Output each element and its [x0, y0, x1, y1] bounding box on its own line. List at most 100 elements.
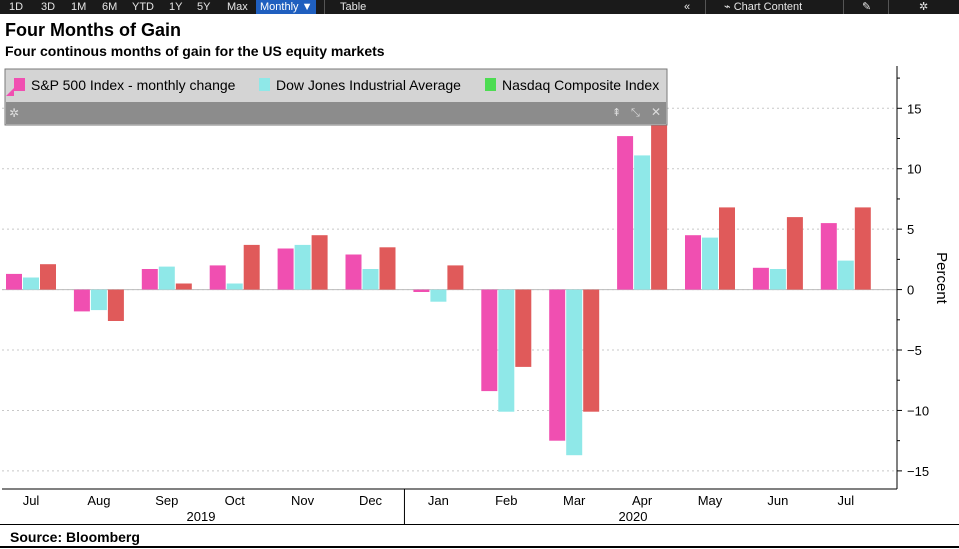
x-tick-label: Jan [428, 493, 449, 508]
legend-close-icon: ✕ [651, 105, 661, 119]
legend-swatch [14, 78, 25, 91]
chart-icon: ⌁ [724, 1, 734, 13]
x-tick-label: Oct [225, 493, 246, 508]
bar-dow [498, 289, 515, 412]
legend-swatch [485, 78, 496, 91]
bar-dow [90, 289, 107, 311]
x-tick-label: Aug [87, 493, 110, 508]
bar-nasdaq [583, 289, 600, 412]
bar-dow [158, 266, 175, 290]
bar-nasdaq [719, 207, 735, 290]
toolbar-divider [843, 0, 844, 14]
legend-label: Dow Jones Industrial Average [276, 77, 461, 93]
settings-icon[interactable]: ✲ [919, 1, 929, 13]
bar-dow [837, 260, 854, 290]
bar-sp500 [141, 269, 158, 290]
bar-sp500 [685, 235, 701, 290]
bar-sp500 [345, 254, 362, 290]
chart-subtitle: Four continous months of gain for the US… [5, 43, 385, 59]
x-tick-label: Jul [23, 493, 40, 508]
range-3d-button[interactable]: 3D [41, 1, 56, 13]
bar-sp500 [277, 248, 294, 290]
legend-gear-icon: ✲ [9, 106, 19, 120]
y-tick-label: 0 [907, 283, 914, 298]
range-6m-button[interactable]: 6M [102, 1, 118, 13]
x-tick-label: Sep [155, 493, 178, 508]
y-tick-label: 15 [907, 101, 921, 116]
x-tick-label: Jun [767, 493, 788, 508]
bar-nasdaq [40, 264, 56, 290]
bar-nasdaq [311, 235, 328, 290]
bar-nasdaq [854, 207, 871, 290]
range-1d-button[interactable]: 1D [9, 1, 24, 13]
bar-dow [430, 289, 447, 302]
bar-sp500 [6, 273, 22, 290]
y-tick-label: 10 [907, 162, 921, 177]
toolbar-divider [705, 0, 706, 14]
x-tick-label: Nov [291, 493, 315, 508]
legend-resize-icon: ⤡ [631, 106, 640, 119]
legend-corner-marker [6, 88, 14, 96]
bar-nasdaq [447, 265, 464, 290]
y-axis-title: Percent [933, 252, 950, 305]
bar-dow [294, 244, 311, 290]
toolbar-divider [324, 0, 325, 14]
bar-nasdaq [107, 289, 124, 321]
year-label-2019: 2019 [187, 509, 216, 524]
bar-nasdaq [243, 244, 260, 290]
bar-nasdaq [175, 283, 192, 290]
bar-nasdaq [651, 102, 668, 290]
bar-dow [566, 289, 583, 456]
bar-sp500 [752, 267, 769, 290]
legend-toolbar [6, 102, 666, 124]
table-button[interactable]: Table [340, 1, 367, 13]
source-note: Source: Bloomberg [10, 529, 140, 545]
bar-sp500 [549, 289, 566, 441]
chart-toolbar: 1D 3D 1M 6M YTD 1Y 5Y Max Monthly ▼ Tabl… [0, 0, 959, 14]
edit-icon[interactable]: ✎ [862, 1, 872, 13]
footer-divider [0, 524, 959, 525]
range-1y-button[interactable]: 1Y [169, 1, 183, 13]
legend-label: S&P 500 Index - monthly change [31, 77, 236, 93]
bar-dow [226, 283, 243, 290]
bar-sp500 [481, 289, 498, 392]
legend-pin-icon: ⇞ [612, 106, 621, 119]
bar-sp500 [209, 265, 226, 290]
bar-dow [634, 155, 651, 290]
range-max-button[interactable]: Max [227, 1, 248, 13]
bar-dow [702, 237, 718, 290]
chart-title: Four Months of Gain [5, 20, 181, 40]
range-1m-button[interactable]: 1M [71, 1, 87, 13]
legend-label: Nasdaq Composite Index [502, 77, 659, 93]
collapse-icon[interactable]: « [684, 1, 691, 13]
y-tick-label: 5 [907, 222, 914, 237]
bar-sp500 [73, 289, 90, 312]
y-tick-label: −10 [907, 403, 929, 418]
bar-sp500 [617, 136, 634, 290]
bar-nasdaq [786, 217, 803, 290]
bar-dow [362, 269, 379, 290]
bar-nasdaq [515, 289, 532, 367]
x-tick-label: Apr [632, 493, 653, 508]
x-tick-label: Dec [359, 493, 383, 508]
bar-dow [23, 277, 39, 290]
legend-swatch [259, 78, 270, 91]
frequency-dropdown[interactable]: Monthly ▼ [256, 0, 317, 14]
x-tick-label: Jul [837, 493, 854, 508]
chart-content-button[interactable]: ⌁ Chart Content [720, 0, 806, 14]
bar-sp500 [413, 289, 430, 292]
bar-sp500 [820, 223, 837, 290]
y-tick-label: −5 [907, 343, 922, 358]
x-tick-label: Feb [495, 493, 517, 508]
x-tick-label: May [698, 493, 723, 508]
chart-content-label: Chart Content [733, 1, 803, 13]
bar-dow [769, 269, 786, 290]
year-label-2020: 2020 [619, 509, 648, 524]
range-ytd-button[interactable]: YTD [132, 1, 154, 13]
bottom-border [0, 546, 959, 548]
range-5y-button[interactable]: 5Y [197, 1, 211, 13]
toolbar-divider [888, 0, 889, 14]
y-tick-label: −15 [907, 464, 929, 479]
x-tick-label: Mar [563, 493, 586, 508]
